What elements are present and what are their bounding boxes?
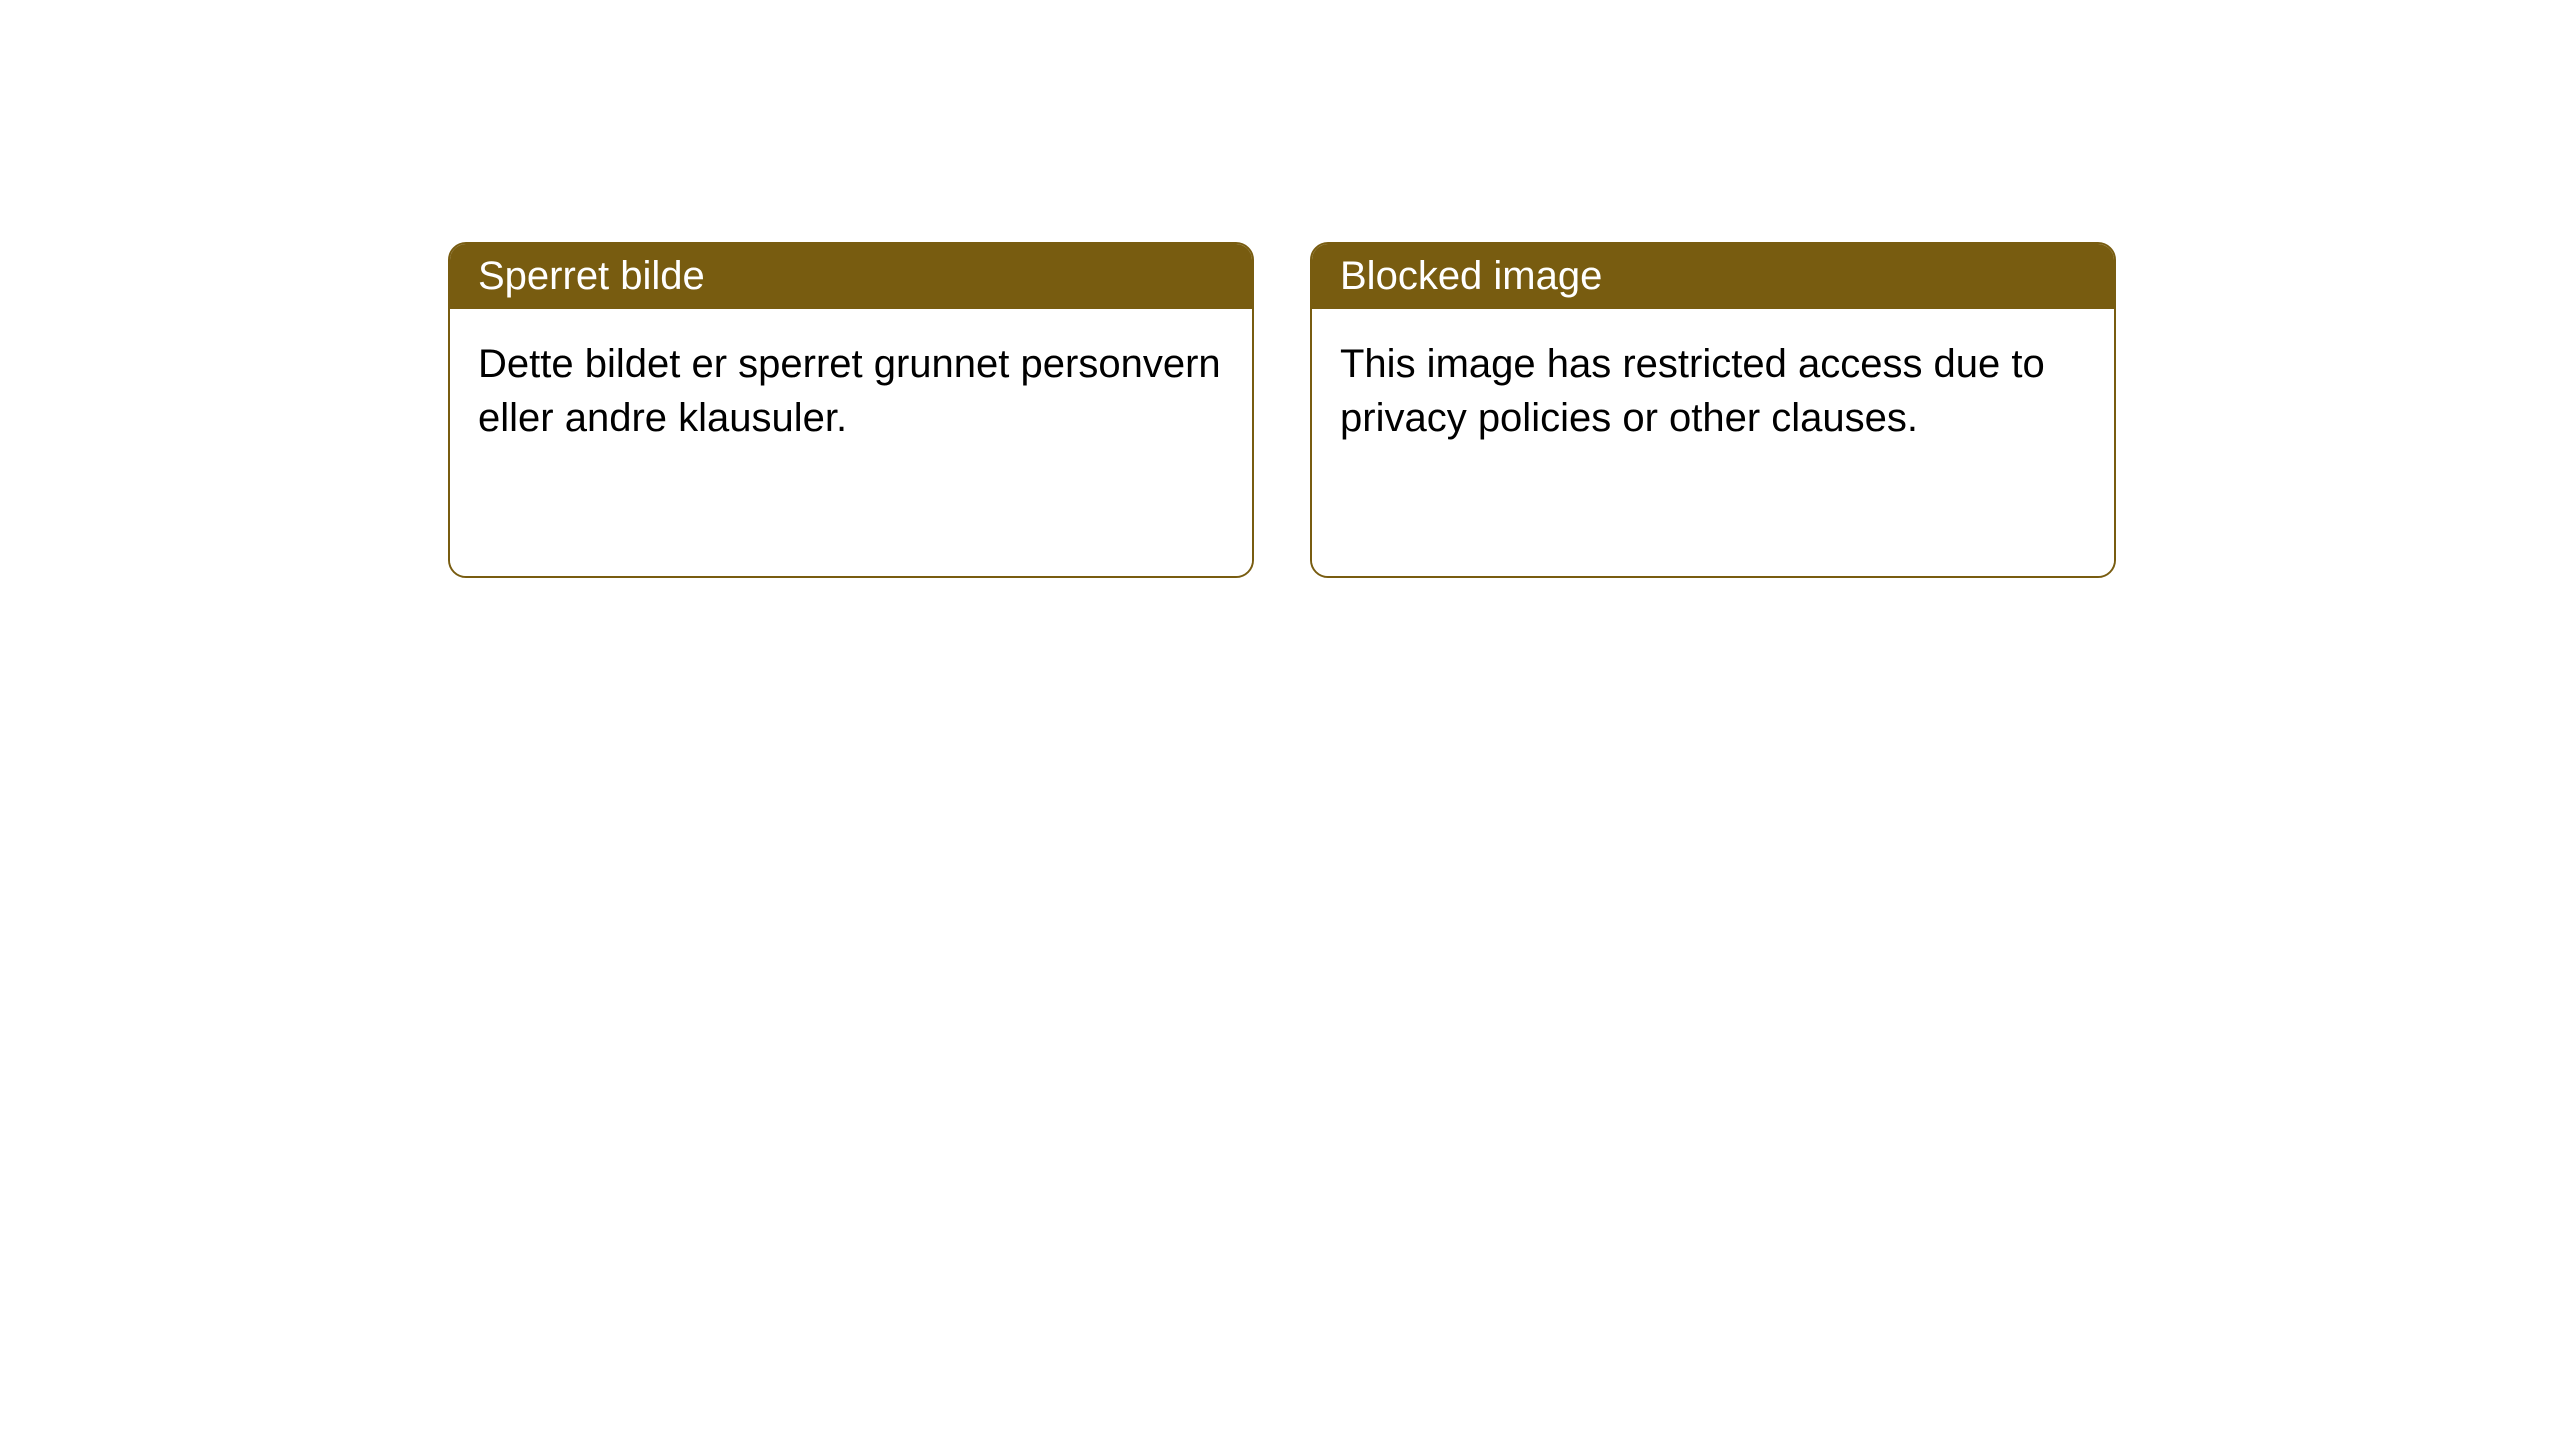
notice-header: Sperret bilde	[450, 244, 1252, 309]
notice-title: Sperret bilde	[478, 254, 705, 298]
notice-title: Blocked image	[1340, 254, 1602, 298]
notice-body-text: Dette bildet er sperret grunnet personve…	[478, 342, 1221, 440]
notice-card-english: Blocked image This image has restricted …	[1310, 242, 2116, 578]
notice-card-norwegian: Sperret bilde Dette bildet er sperret gr…	[448, 242, 1254, 578]
notice-body: Dette bildet er sperret grunnet personve…	[450, 309, 1252, 576]
notice-body-text: This image has restricted access due to …	[1340, 342, 2045, 440]
notice-container: Sperret bilde Dette bildet er sperret gr…	[448, 242, 2116, 578]
notice-header: Blocked image	[1312, 244, 2114, 309]
notice-body: This image has restricted access due to …	[1312, 309, 2114, 576]
